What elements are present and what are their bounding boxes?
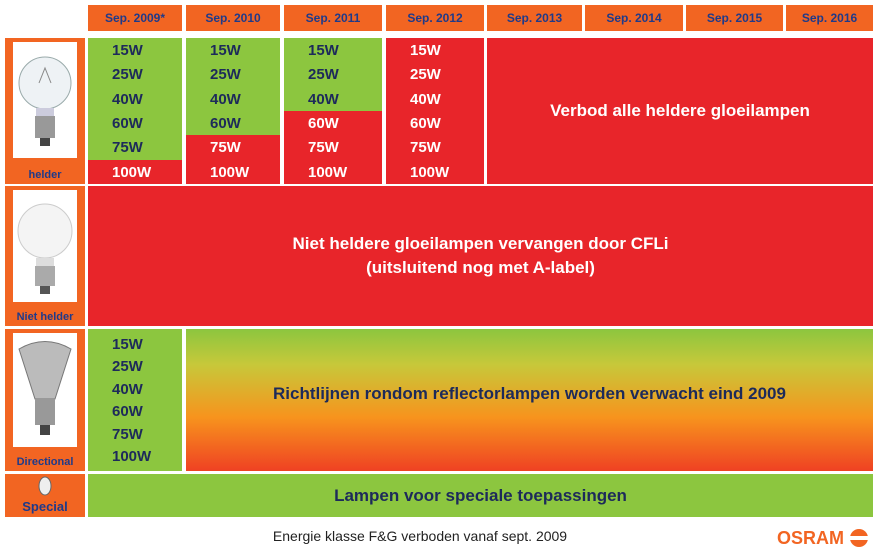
watt-cell: 100W	[284, 160, 382, 185]
watt-cell: 15W	[88, 38, 182, 63]
watt-cell: 60W	[88, 401, 182, 424]
banner: Niet heldere gloeilampen vervangen door …	[88, 186, 873, 326]
watt-cell: 60W	[386, 111, 484, 136]
banner-line: Niet heldere gloeilampen vervangen door …	[293, 232, 669, 256]
row-label: helder	[5, 169, 85, 181]
column-header: Sep. 2010	[186, 5, 280, 31]
row-label: Niet helder	[5, 311, 85, 323]
watt-cell: 25W	[88, 356, 182, 379]
column-header: Sep. 2012	[386, 5, 484, 31]
column-header: Sep. 2011	[284, 5, 382, 31]
watt-cell: 100W	[186, 160, 280, 185]
row-label-cell: Special	[5, 474, 85, 517]
watt-cell: 60W	[88, 111, 182, 136]
watt-cell: 15W	[284, 38, 382, 63]
banner: Lampen voor speciale toepassingen	[88, 474, 873, 517]
banner: Richtlijnen rondom reflectorlampen worde…	[186, 329, 873, 471]
watt-cell: 40W	[88, 87, 182, 112]
row-label-cell: Directional	[5, 329, 85, 471]
watt-cell: 75W	[88, 423, 182, 446]
watt-cell: 15W	[386, 38, 484, 63]
watt-cell: 40W	[186, 87, 280, 112]
watt-cell: 15W	[186, 38, 280, 63]
watt-cell: 40W	[284, 87, 382, 112]
watt-cell: 25W	[88, 62, 182, 87]
logo-text: OSRAM	[777, 528, 844, 549]
watt-cell: 15W	[88, 333, 182, 356]
column-header: Sep. 2015	[686, 5, 783, 31]
column-header: Sep. 2009*	[88, 5, 182, 31]
watt-cell: 60W	[186, 111, 280, 136]
reflector-bulb-icon	[5, 329, 85, 451]
watt-cell: 100W	[386, 160, 484, 185]
logo: OSRAM	[640, 524, 870, 552]
watt-cell: 75W	[88, 135, 182, 160]
watt-cell: 40W	[386, 87, 484, 112]
clear-bulb-icon	[5, 38, 85, 163]
watt-cell: 25W	[186, 62, 280, 87]
watt-cell: 60W	[284, 111, 382, 136]
banner: Verbod alle heldere gloeilampen	[487, 38, 873, 184]
watt-cell: 100W	[88, 160, 182, 185]
frosted-bulb-icon	[5, 186, 85, 306]
logo-icon	[848, 527, 870, 549]
row-label-cell: helder	[5, 38, 85, 184]
watt-cell: 75W	[284, 135, 382, 160]
column-header: Sep. 2013	[487, 5, 582, 31]
watt-cell: 75W	[186, 135, 280, 160]
page: helder Niet helder Directional Special O…	[0, 0, 873, 556]
watt-cell: 25W	[386, 62, 484, 87]
special-bulb-icon	[5, 474, 85, 502]
watt-cell: 100W	[88, 446, 182, 469]
row-label: Special	[5, 499, 85, 514]
footer-note: Energie klasse F&G verboden vanaf sept. …	[200, 528, 640, 544]
column-header: Sep. 2014	[585, 5, 683, 31]
watt-cell: 40W	[88, 378, 182, 401]
watt-cell: 75W	[386, 135, 484, 160]
row-label: Directional	[5, 456, 85, 468]
watt-cell: 25W	[284, 62, 382, 87]
banner-line: (uitsluitend nog met A-label)	[366, 256, 595, 280]
column-header: Sep. 2016	[786, 5, 873, 31]
row-label-cell: Niet helder	[5, 186, 85, 326]
